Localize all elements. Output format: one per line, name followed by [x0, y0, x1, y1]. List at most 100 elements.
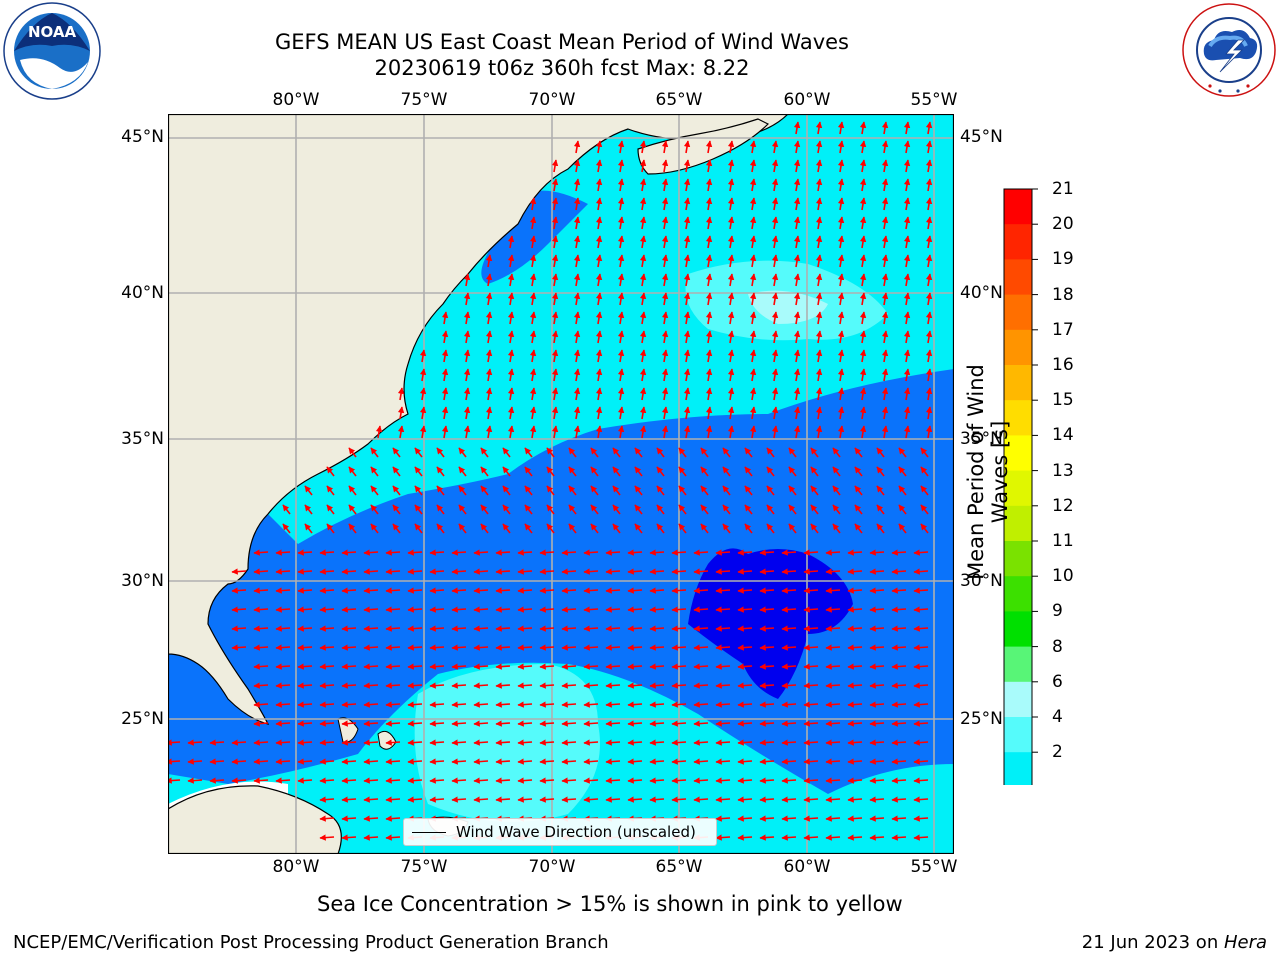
lat-label-right: 40°N [960, 283, 1003, 303]
direction-arrow [881, 425, 889, 439]
direction-arrow [693, 625, 709, 632]
direction-arrow [759, 739, 775, 746]
direction-arrow [903, 216, 911, 230]
direction-arrow [854, 447, 863, 458]
direction-arrow [854, 466, 863, 477]
direction-arrow [451, 796, 467, 803]
direction-arrow [551, 273, 559, 287]
direction-arrow [319, 644, 335, 651]
direction-arrow [187, 758, 203, 765]
direction-arrow [595, 216, 603, 230]
direction-arrow [715, 758, 731, 765]
direction-arrow [451, 587, 467, 594]
direction-arrow [656, 466, 665, 477]
direction-arrow [375, 425, 383, 439]
direction-arrow [705, 235, 713, 249]
direction-arrow [825, 701, 841, 708]
direction-arrow [407, 758, 423, 765]
direction-arrow [837, 273, 845, 287]
direction-arrow [551, 197, 559, 211]
direction-arrow [573, 178, 581, 192]
lat-label-left: 35°N [121, 429, 164, 449]
colorbar-tick-label: 2 [1052, 742, 1063, 763]
lon-label-bottom: 55°W [910, 857, 958, 877]
direction-arrow [517, 644, 533, 651]
direction-arrow [715, 606, 731, 613]
direction-arrow [583, 644, 599, 651]
direction-arrow [847, 644, 863, 651]
direction-arrow [825, 663, 841, 670]
direction-arrow [815, 368, 823, 382]
direction-arrow [815, 235, 823, 249]
direction-arrow [341, 758, 357, 765]
direction-arrow [693, 720, 709, 727]
direction-arrow [881, 197, 889, 211]
direction-arrow [451, 758, 467, 765]
direction-arrow [617, 273, 625, 287]
direction-arrow [231, 644, 247, 651]
direction-arrow [727, 292, 735, 306]
colorbar-segment [1004, 752, 1032, 785]
direction-arrow [605, 701, 621, 708]
direction-arrow [529, 273, 537, 287]
direction-arrow [832, 504, 841, 515]
direction-arrow [612, 447, 621, 458]
direction-arrow [473, 739, 489, 746]
direction-arrow [891, 815, 907, 822]
direction-arrow [275, 549, 291, 556]
direction-arrow [275, 682, 291, 689]
direction-arrow [441, 406, 449, 420]
direction-arrow [881, 140, 889, 154]
direction-arrow [847, 701, 863, 708]
direction-arrow [297, 644, 313, 651]
direction-arrow [529, 216, 537, 230]
direction-arrow [595, 368, 603, 382]
direction-arrow [297, 663, 313, 670]
colorbar-segment [1004, 611, 1032, 648]
direction-arrow [766, 466, 775, 477]
direction-arrow [815, 254, 823, 268]
direction-arrow [715, 796, 731, 803]
direction-arrow [781, 777, 797, 784]
direction-arrow [451, 701, 467, 708]
direction-arrow [876, 523, 885, 534]
direction-arrow [209, 777, 225, 784]
direction-arrow [759, 720, 775, 727]
direction-arrow [661, 425, 669, 439]
direction-arrow [700, 504, 709, 515]
direction-arrow [463, 387, 471, 401]
direction-arrow [793, 349, 801, 363]
direction-arrow [275, 777, 291, 784]
direction-arrow [925, 140, 933, 154]
direction-arrow [766, 523, 775, 534]
direction-arrow [539, 777, 555, 784]
direction-arrow [617, 197, 625, 211]
direction-arrow [639, 273, 647, 287]
direction-arrow [539, 758, 555, 765]
direction-arrow [529, 292, 537, 306]
direction-arrow [551, 406, 559, 420]
direction-arrow [737, 606, 753, 613]
direction-arrow [529, 235, 537, 249]
direction-arrow [507, 330, 515, 344]
direction-arrow [803, 587, 819, 594]
direction-arrow [507, 235, 515, 249]
direction-arrow [595, 140, 603, 154]
direction-arrow [793, 235, 801, 249]
direction-arrow [700, 466, 709, 477]
direction-arrow [297, 701, 313, 708]
direction-arrow [788, 485, 797, 496]
direction-arrow [803, 606, 819, 613]
direction-arrow [392, 523, 401, 534]
direction-arrow [837, 121, 845, 135]
direction-arrow [903, 159, 911, 173]
direction-arrow [617, 387, 625, 401]
direction-arrow [925, 368, 933, 382]
direction-arrow [605, 606, 621, 613]
direction-arrow [590, 504, 599, 515]
direction-arrow [876, 504, 885, 515]
direction-arrow [766, 447, 775, 458]
direction-arrow [168, 777, 181, 784]
direction-arrow [385, 758, 401, 765]
direction-arrow [683, 368, 691, 382]
